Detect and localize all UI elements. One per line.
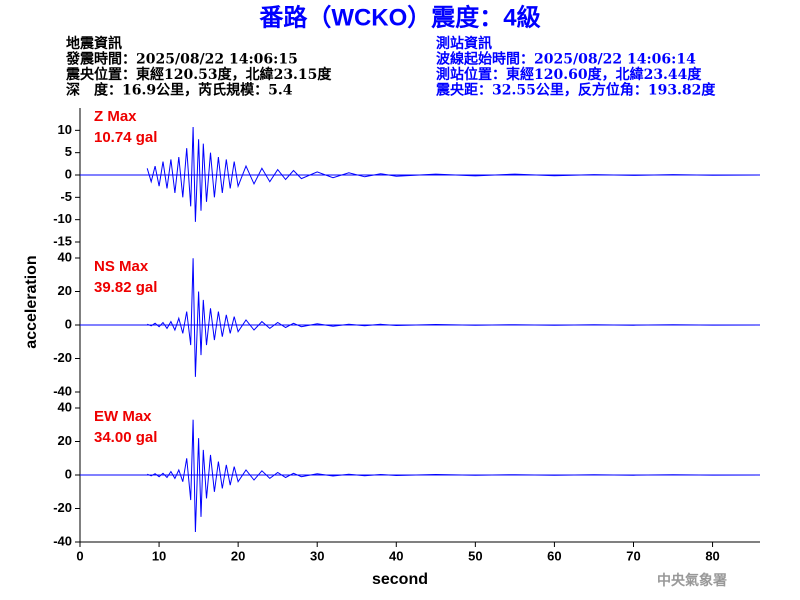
y-tick-label: -20 — [53, 350, 72, 365]
waveform — [147, 419, 761, 533]
y-tick-label: 20 — [58, 283, 72, 298]
info-left: 震央位置：東經120.53度，北緯23.15度 — [65, 66, 332, 83]
annotation: NS Max — [94, 258, 149, 275]
annotation: Z Max — [94, 108, 137, 125]
x-tick-label: 20 — [231, 548, 245, 563]
x-tick-label: 50 — [468, 548, 482, 563]
y-tick-label: -40 — [53, 533, 72, 548]
info-left: 地震資訊 — [66, 35, 122, 52]
y-tick-label: 20 — [58, 433, 72, 448]
y-tick-label: -5 — [60, 189, 72, 204]
y-tick-label: 0 — [65, 466, 72, 481]
y-tick-label: -20 — [53, 500, 72, 515]
y-tick-label: 0 — [65, 316, 72, 331]
footer: 中央氣象署 — [657, 572, 727, 589]
info-left: 深 度：16.9公里，芮氏規模：5.4 — [66, 82, 293, 99]
y-tick-label: 5 — [65, 144, 72, 159]
info-right: 測站資訊 — [436, 35, 492, 52]
y-tick-label: 40 — [58, 399, 72, 414]
waveform — [146, 126, 761, 222]
y-tick-label: 10 — [58, 122, 72, 137]
y-tick-label: 0 — [65, 166, 72, 181]
x-axis-label: second — [372, 571, 428, 588]
title: 番路（WCKO）震度：4級 — [258, 3, 540, 31]
info-left: 發震時間：2025/08/22 14:06:15 — [65, 51, 298, 68]
x-tick-label: 60 — [547, 548, 561, 563]
annotation: 39.82 gal — [94, 279, 157, 296]
y-tick-label: -15 — [53, 233, 72, 248]
info-right: 震央距：32.55公里，反方位角：193.82度 — [435, 82, 716, 99]
x-tick-label: 70 — [626, 548, 640, 563]
y-axis-label: acceleration — [23, 255, 40, 348]
x-tick-label: 80 — [705, 548, 719, 563]
annotation: 34.00 gal — [94, 429, 157, 446]
x-tick-label: 30 — [310, 548, 324, 563]
x-tick-label: 0 — [76, 548, 83, 563]
waveform — [147, 258, 761, 377]
y-tick-label: -40 — [53, 383, 72, 398]
y-tick-label: -10 — [53, 211, 72, 226]
x-tick-label: 40 — [389, 548, 403, 563]
x-tick-label: 10 — [152, 548, 166, 563]
annotation: 10.74 gal — [94, 129, 157, 146]
y-tick-label: 40 — [58, 249, 72, 264]
info-right: 波線起始時間：2025/08/22 14:06:14 — [436, 51, 696, 68]
info-right: 測站位置：東經120.60度，北緯23.44度 — [436, 66, 702, 83]
annotation: EW Max — [94, 408, 152, 425]
